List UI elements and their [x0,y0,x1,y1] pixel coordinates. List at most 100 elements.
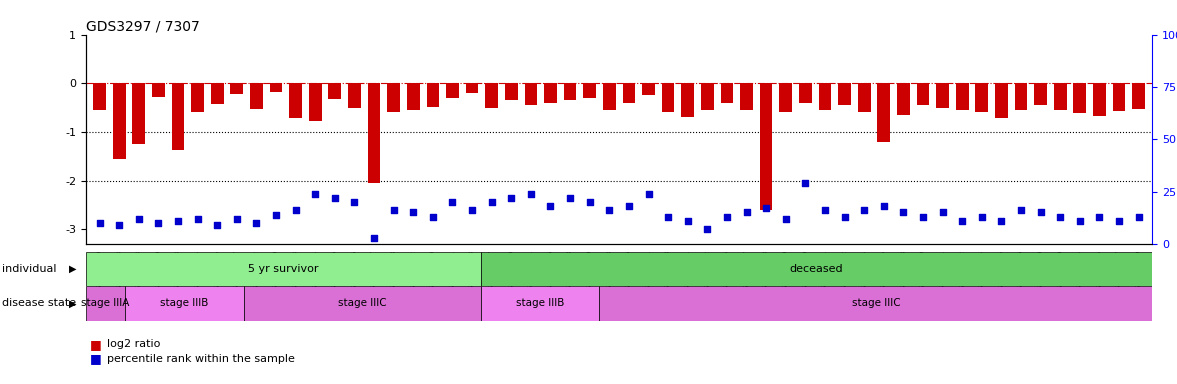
Bar [599,286,1152,321]
Bar [152,83,165,97]
Text: disease state: disease state [2,298,77,308]
Bar [348,83,361,108]
Point [521,190,540,197]
Point [893,209,912,215]
Text: 5 yr survivor: 5 yr survivor [248,264,319,274]
Point [365,235,384,241]
Point [168,218,187,224]
Bar [1093,83,1105,116]
Text: stage IIIA: stage IIIA [81,298,129,308]
Bar [584,83,596,98]
Point [1051,214,1070,220]
Point [913,214,932,220]
Point [1090,214,1109,220]
Bar [86,286,126,321]
Bar [192,83,204,113]
Point [816,207,834,214]
Point [952,218,971,224]
Point [737,209,756,215]
Bar [897,83,910,115]
Point [777,216,796,222]
Bar [250,83,262,109]
Point [1129,214,1148,220]
Bar [308,83,321,121]
Point [345,199,364,205]
Bar [779,83,792,113]
Text: log2 ratio: log2 ratio [107,339,160,349]
Point [678,218,697,224]
Bar [1015,83,1028,110]
Point [933,209,952,215]
Bar [485,83,498,108]
Point [404,209,423,215]
Bar [446,83,459,98]
Text: GDS3297 / 7307: GDS3297 / 7307 [86,20,200,33]
Bar [525,83,537,105]
Point [1110,218,1129,224]
Bar [387,83,400,113]
Text: percentile rank within the sample: percentile rank within the sample [107,354,295,364]
Bar [818,83,831,110]
Text: stage IIIC: stage IIIC [338,298,387,308]
Point [580,199,599,205]
Bar [481,286,599,321]
Bar [505,83,518,100]
Point [501,195,520,201]
Bar [858,83,871,113]
Text: ▶: ▶ [69,298,77,308]
Point [698,226,717,232]
Bar [976,83,989,113]
Point [247,220,266,226]
Bar [701,83,713,110]
Bar [231,83,244,94]
Bar [936,83,949,108]
Bar [995,83,1008,118]
Text: ■: ■ [89,353,101,366]
Point [1031,209,1050,215]
Bar [759,83,772,210]
Point [855,207,873,214]
Bar [661,83,674,113]
Bar [113,83,126,159]
Bar [93,83,106,110]
Text: ▶: ▶ [69,264,77,274]
Bar [740,83,753,110]
Text: stage IIIB: stage IIIB [516,298,564,308]
Point [836,214,855,220]
Bar [244,286,481,321]
Bar [481,252,1152,286]
Bar [426,83,439,107]
Point [267,212,286,218]
Point [227,216,246,222]
Point [560,195,579,201]
Bar [956,83,969,110]
Point [659,214,678,220]
Point [600,207,619,214]
Bar [917,83,930,105]
Bar [367,83,380,183]
Bar [720,83,733,103]
Point [541,203,560,209]
Bar [86,252,481,286]
Point [326,195,345,201]
Bar [126,286,244,321]
Bar [643,83,654,95]
Bar [1073,83,1086,113]
Point [188,216,207,222]
Bar [1132,83,1145,109]
Text: deceased: deceased [790,264,844,274]
Text: stage IIIC: stage IIIC [851,298,900,308]
Point [619,203,638,209]
Point [796,180,814,186]
Point [639,190,658,197]
Point [384,207,403,214]
Point [306,190,325,197]
Bar [1035,83,1046,105]
Bar [328,83,341,99]
Bar [211,83,224,104]
Bar [407,83,420,110]
Bar [603,83,616,110]
Bar [564,83,577,100]
Point [463,207,481,214]
Point [757,205,776,211]
